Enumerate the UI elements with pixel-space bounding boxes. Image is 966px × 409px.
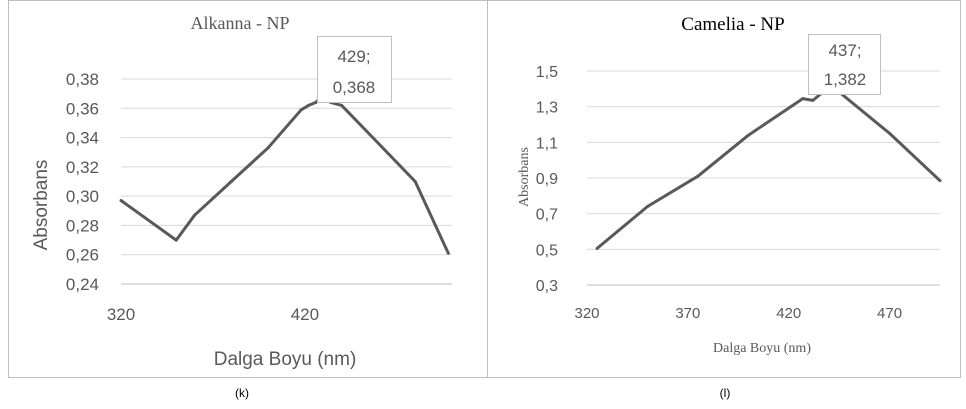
x-tick-label: 420 [291,305,319,324]
chart-title: Alkanna - NP [191,13,290,33]
y-gridlines [121,78,452,285]
y-axis-label: Absorbans [517,147,532,207]
data-point [446,251,450,255]
x-axis-label: Dalga Boyu (nm) [713,341,811,356]
y-tick-label: 1,5 [536,64,558,81]
data-point [646,205,650,209]
y-tick-label: 0,9 [536,171,558,188]
callout-line-1: 437; [828,41,861,60]
callout-box [317,36,392,103]
data-point [340,103,344,107]
x-tick-label: 420 [776,305,801,322]
y-tick-label: 0,24 [66,275,99,294]
x-tick-label: 370 [675,305,700,322]
callout-line-2: 0,368 [333,78,376,97]
x-tick-labels: 320 370 420 470 [574,305,902,322]
data-points [119,95,450,255]
data-point [595,246,599,250]
data-point [229,180,233,183]
y-tick-label: 0,28 [66,216,99,235]
y-axis-label: Absorbans [31,160,52,251]
y-tick-label: 0,7 [536,207,558,224]
x-tick-label: 320 [107,305,135,324]
data-point [413,180,417,183]
data-point [801,97,805,101]
data-point [938,179,942,183]
y-tick-label: 1,1 [536,135,558,152]
y-tick-label: 0,34 [66,129,99,148]
y-tick-label: 1,3 [536,100,558,117]
y-tick-label: 0,30 [66,187,99,206]
y-tick-label: 0,36 [66,99,99,118]
data-callout: 437; 1,382 [808,34,881,95]
data-point [314,100,318,104]
data-point [696,174,700,178]
chart-camelia: Camelia - NP 0,3 0,5 0,7 0,9 1,1 1,3 1,5 320 37… [517,14,942,356]
data-point [746,133,750,137]
caption-l: (l) [720,386,731,400]
x-tick-label: 470 [877,305,902,322]
data-point [888,131,892,135]
y-tick-label: 0,3 [536,278,558,295]
data-point [119,199,123,203]
data-callout: 429; 0,368 [317,36,392,103]
y-tick-labels: 0,24 0,26 0,28 0,30 0,32 0,34 0,36 0,38 [66,70,99,294]
callout-box [808,34,881,95]
y-tick-label: 0,32 [66,158,99,177]
data-point [193,213,197,217]
data-point [299,108,303,112]
y-gridlines [587,70,940,286]
series-line [596,90,942,250]
caption-k: (k) [235,386,249,400]
callout-line-2: 1,382 [824,70,867,89]
chart-alkanna: Alkanna - NP 0,24 0,26 0,28 0,30 0,32 0,34 0,3… [31,13,452,370]
y-tick-labels: 0,3 0,5 0,7 0,9 1,1 1,3 1,5 [536,64,558,295]
data-point [811,98,815,102]
y-tick-label: 0,26 [66,246,99,265]
figure-border [8,0,961,378]
data-point [307,103,311,107]
chart-title: Camelia - NP [681,14,784,35]
y-tick-label: 0,38 [66,70,99,89]
series-line [120,95,450,254]
x-axis-label: Dalga Boyu (nm) [214,349,357,370]
x-tick-labels: 320 420 [107,305,319,324]
x-tick-label: 320 [574,305,599,322]
data-points [595,90,942,250]
data-point [174,238,178,242]
data-point [266,146,270,150]
y-tick-label: 0,5 [536,242,558,259]
callout-line-1: 429; [337,47,370,66]
